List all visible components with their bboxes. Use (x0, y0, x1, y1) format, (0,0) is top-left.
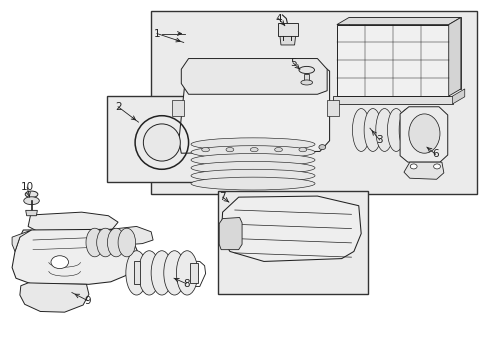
Polygon shape (133, 261, 140, 284)
Ellipse shape (352, 109, 369, 152)
Polygon shape (403, 162, 443, 179)
Text: 4: 4 (275, 14, 281, 23)
Ellipse shape (25, 191, 38, 198)
Polygon shape (348, 18, 460, 89)
Ellipse shape (143, 124, 180, 161)
Polygon shape (28, 212, 118, 232)
Ellipse shape (409, 164, 416, 169)
Ellipse shape (138, 251, 160, 295)
Polygon shape (277, 23, 297, 36)
Ellipse shape (250, 148, 258, 152)
Ellipse shape (191, 161, 314, 174)
Ellipse shape (118, 228, 135, 257)
Polygon shape (12, 229, 137, 284)
Polygon shape (12, 230, 31, 251)
Bar (107, 96, 203, 182)
Polygon shape (111, 226, 153, 244)
Ellipse shape (191, 138, 314, 151)
Text: 6: 6 (431, 149, 438, 159)
Ellipse shape (176, 251, 198, 295)
Polygon shape (221, 196, 361, 261)
Text: 8: 8 (183, 279, 189, 289)
Polygon shape (332, 96, 452, 104)
Ellipse shape (398, 109, 416, 152)
Polygon shape (399, 107, 447, 162)
Ellipse shape (125, 251, 147, 295)
Polygon shape (326, 100, 339, 116)
Polygon shape (448, 18, 460, 96)
Text: 3: 3 (376, 135, 382, 145)
Ellipse shape (201, 148, 209, 152)
Ellipse shape (86, 228, 103, 257)
Polygon shape (336, 24, 448, 96)
Ellipse shape (300, 80, 312, 85)
Ellipse shape (151, 251, 172, 295)
Ellipse shape (274, 148, 282, 152)
Polygon shape (26, 210, 37, 216)
Ellipse shape (191, 146, 314, 158)
Polygon shape (280, 36, 295, 45)
Ellipse shape (24, 197, 39, 204)
Ellipse shape (191, 177, 314, 190)
Bar (217, 191, 368, 294)
Ellipse shape (318, 145, 325, 150)
Text: 9: 9 (84, 296, 91, 306)
Text: 10: 10 (20, 182, 34, 192)
Ellipse shape (51, 256, 68, 269)
Polygon shape (181, 59, 326, 94)
Ellipse shape (364, 109, 381, 152)
Ellipse shape (298, 66, 314, 73)
Polygon shape (179, 60, 329, 153)
Polygon shape (219, 217, 242, 249)
Ellipse shape (191, 169, 314, 182)
Bar (304, 73, 308, 82)
Ellipse shape (191, 154, 314, 166)
Ellipse shape (433, 164, 440, 169)
Ellipse shape (225, 148, 233, 152)
Polygon shape (336, 18, 460, 24)
Text: 2: 2 (115, 102, 121, 112)
Ellipse shape (408, 114, 439, 153)
Bar (151, 12, 476, 194)
Polygon shape (452, 89, 464, 104)
Text: 7: 7 (219, 192, 225, 202)
Ellipse shape (375, 109, 392, 152)
Polygon shape (171, 100, 183, 116)
Text: 1: 1 (153, 28, 160, 39)
Ellipse shape (298, 148, 306, 152)
Polygon shape (20, 283, 89, 312)
Ellipse shape (107, 228, 124, 257)
Ellipse shape (386, 109, 404, 152)
Text: 5: 5 (289, 58, 296, 68)
Ellipse shape (97, 228, 114, 257)
Ellipse shape (163, 251, 185, 295)
Polygon shape (190, 263, 198, 283)
